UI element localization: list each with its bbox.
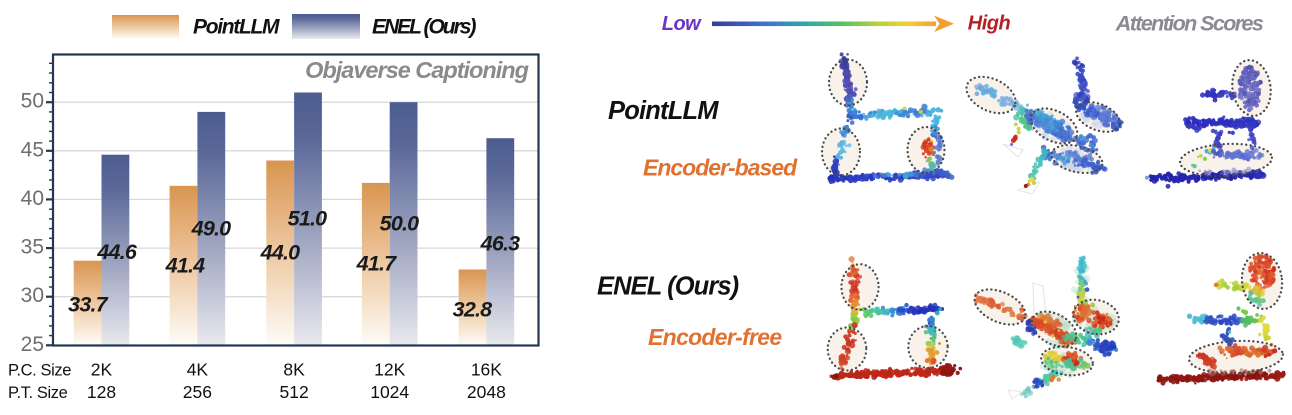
svg-text:Attention Scores: Attention Scores — [1115, 12, 1264, 36]
svg-text:41.4: 41.4 — [165, 254, 205, 278]
svg-text:PointLLM: PointLLM — [193, 16, 280, 39]
svg-text:32.8: 32.8 — [453, 298, 492, 322]
svg-text:35: 35 — [21, 236, 44, 259]
svg-text:ENEL (Ours): ENEL (Ours) — [597, 273, 739, 301]
svg-text:33.7: 33.7 — [68, 293, 108, 317]
svg-text:2K: 2K — [91, 360, 113, 380]
svg-text:30: 30 — [21, 284, 44, 307]
svg-text:46.3: 46.3 — [480, 231, 520, 255]
svg-text:16K: 16K — [471, 360, 502, 380]
svg-text:40: 40 — [21, 187, 44, 210]
svg-text:45: 45 — [21, 138, 44, 161]
svg-text:49.0: 49.0 — [191, 217, 231, 241]
svg-text:25: 25 — [21, 333, 44, 356]
svg-text:8K: 8K — [283, 360, 305, 380]
svg-text:512: 512 — [279, 382, 308, 402]
svg-text:High: High — [968, 12, 1011, 34]
svg-text:ENEL (Ours): ENEL (Ours) — [372, 16, 476, 39]
svg-text:PointLLM: PointLLM — [608, 97, 719, 125]
svg-text:2048: 2048 — [467, 382, 506, 402]
svg-text:50: 50 — [21, 90, 44, 113]
svg-text:256: 256 — [183, 382, 212, 402]
svg-text:44.6: 44.6 — [96, 240, 137, 264]
svg-text:50.0: 50.0 — [380, 212, 419, 236]
svg-text:Encoder-free: Encoder-free — [648, 324, 782, 350]
svg-text:P.T. Size: P.T. Size — [8, 384, 68, 402]
svg-text:P.C. Size: P.C. Size — [8, 361, 71, 379]
svg-text:Objaverse Captioning: Objaverse Captioning — [305, 57, 529, 83]
svg-text:Encoder-based: Encoder-based — [643, 155, 798, 181]
svg-text:44.0: 44.0 — [260, 241, 300, 265]
svg-text:128: 128 — [87, 382, 116, 402]
svg-text:4K: 4K — [187, 360, 209, 380]
svg-text:Low: Low — [662, 13, 702, 35]
svg-text:41.7: 41.7 — [356, 252, 397, 276]
svg-text:1024: 1024 — [370, 382, 409, 402]
svg-text:12K: 12K — [374, 360, 405, 380]
svg-text:51.0: 51.0 — [288, 207, 327, 231]
